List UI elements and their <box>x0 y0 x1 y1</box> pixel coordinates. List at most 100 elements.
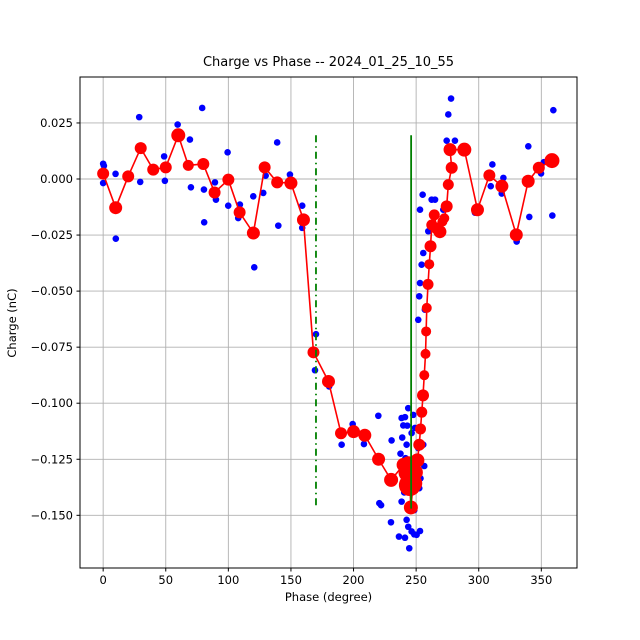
scatter-point <box>273 139 281 146</box>
scatter-point <box>431 196 439 203</box>
scatter-point <box>187 184 195 191</box>
average-point <box>417 389 430 402</box>
y-tick-label: −0.050 <box>30 284 73 298</box>
scatter-point <box>405 544 413 552</box>
average-point <box>415 423 427 435</box>
average-point <box>544 153 560 169</box>
scatter-point <box>550 106 557 114</box>
scatter-point <box>487 182 495 190</box>
scatter-point <box>395 533 403 540</box>
x-tick-label: 0 <box>99 573 106 587</box>
average-point <box>372 452 386 466</box>
average-point <box>271 176 284 189</box>
y-tick-label: 0.000 <box>40 172 73 186</box>
x-tick-label: 200 <box>343 573 365 587</box>
average-point <box>445 161 458 174</box>
scatter-point <box>416 527 424 535</box>
average-line <box>102 132 553 508</box>
scatter-point <box>419 191 426 199</box>
scatter-point <box>404 523 412 531</box>
scatter-point <box>274 222 282 229</box>
scatter-point <box>525 142 532 150</box>
scatter-point <box>200 186 208 193</box>
scatter-point <box>414 316 422 324</box>
plot-frame <box>79 76 578 569</box>
x-tick-label: 150 <box>280 573 302 587</box>
scatter-point <box>224 149 231 156</box>
average-point <box>440 200 453 213</box>
scatter-point <box>112 235 120 242</box>
average-point <box>433 225 447 239</box>
average-point <box>439 213 450 224</box>
average-point <box>208 186 221 199</box>
scatter-point <box>360 440 368 448</box>
scatter-point <box>298 202 306 209</box>
average-point <box>134 142 147 155</box>
average-point <box>532 161 545 174</box>
average-point <box>421 302 432 313</box>
scatter-point <box>398 434 406 441</box>
average-point <box>416 406 428 418</box>
scatter-point <box>286 171 294 178</box>
average-point <box>322 374 335 388</box>
scatter-point <box>416 279 424 287</box>
average-point <box>233 206 246 219</box>
y-tick-label: −0.150 <box>30 508 73 522</box>
y-tick-label: −0.075 <box>30 340 73 354</box>
average-point <box>171 128 186 143</box>
scatter-point <box>403 422 411 429</box>
scatter-point <box>387 518 395 526</box>
average-point <box>159 161 172 174</box>
scatter-point <box>489 161 496 168</box>
scatter-point <box>451 137 459 144</box>
y-tick-label: −0.125 <box>30 452 73 466</box>
average-point <box>358 428 372 442</box>
scatter-point <box>100 162 108 170</box>
scatter-point <box>549 212 556 219</box>
average-point <box>495 179 509 193</box>
average-point <box>222 173 235 186</box>
average-point <box>421 326 432 337</box>
scatter-point <box>198 104 206 112</box>
average-point <box>296 213 310 227</box>
average-point <box>410 453 425 468</box>
average-point <box>413 438 426 451</box>
scatter-point <box>174 121 181 128</box>
scatter-point <box>447 95 455 102</box>
average-point <box>419 370 430 381</box>
scatter-point <box>136 178 144 186</box>
scatter-point <box>388 437 395 444</box>
x-tick-label: 250 <box>405 573 427 587</box>
scatter-point <box>211 179 219 186</box>
scatter-point <box>418 261 425 268</box>
average-point <box>483 169 496 182</box>
scatter-point <box>377 501 385 509</box>
scatter-point <box>500 174 507 182</box>
scatter-point <box>311 366 319 374</box>
x-tick-label: 100 <box>217 573 239 587</box>
average-point <box>384 472 399 487</box>
x-tick-label: 50 <box>158 573 173 587</box>
scatter-point <box>404 404 412 412</box>
average-point <box>182 159 194 171</box>
average-point <box>307 346 320 359</box>
scatter-point <box>200 218 208 226</box>
average-point <box>422 278 434 290</box>
average-point <box>258 161 271 174</box>
scatter-point <box>186 136 194 143</box>
average-point <box>521 174 535 188</box>
y-axis-label: Charge (nC) <box>5 288 19 358</box>
scatter-point <box>160 153 168 160</box>
x-tick-label: 350 <box>530 573 552 587</box>
scatter-point <box>416 206 424 214</box>
average-point <box>347 425 361 439</box>
x-tick-label: 300 <box>468 573 490 587</box>
average-point <box>428 209 440 221</box>
scatter-point <box>443 137 450 144</box>
y-tick-label: −0.025 <box>30 228 73 242</box>
average-point <box>457 142 472 157</box>
average-point <box>443 143 457 157</box>
average-point <box>335 427 348 440</box>
